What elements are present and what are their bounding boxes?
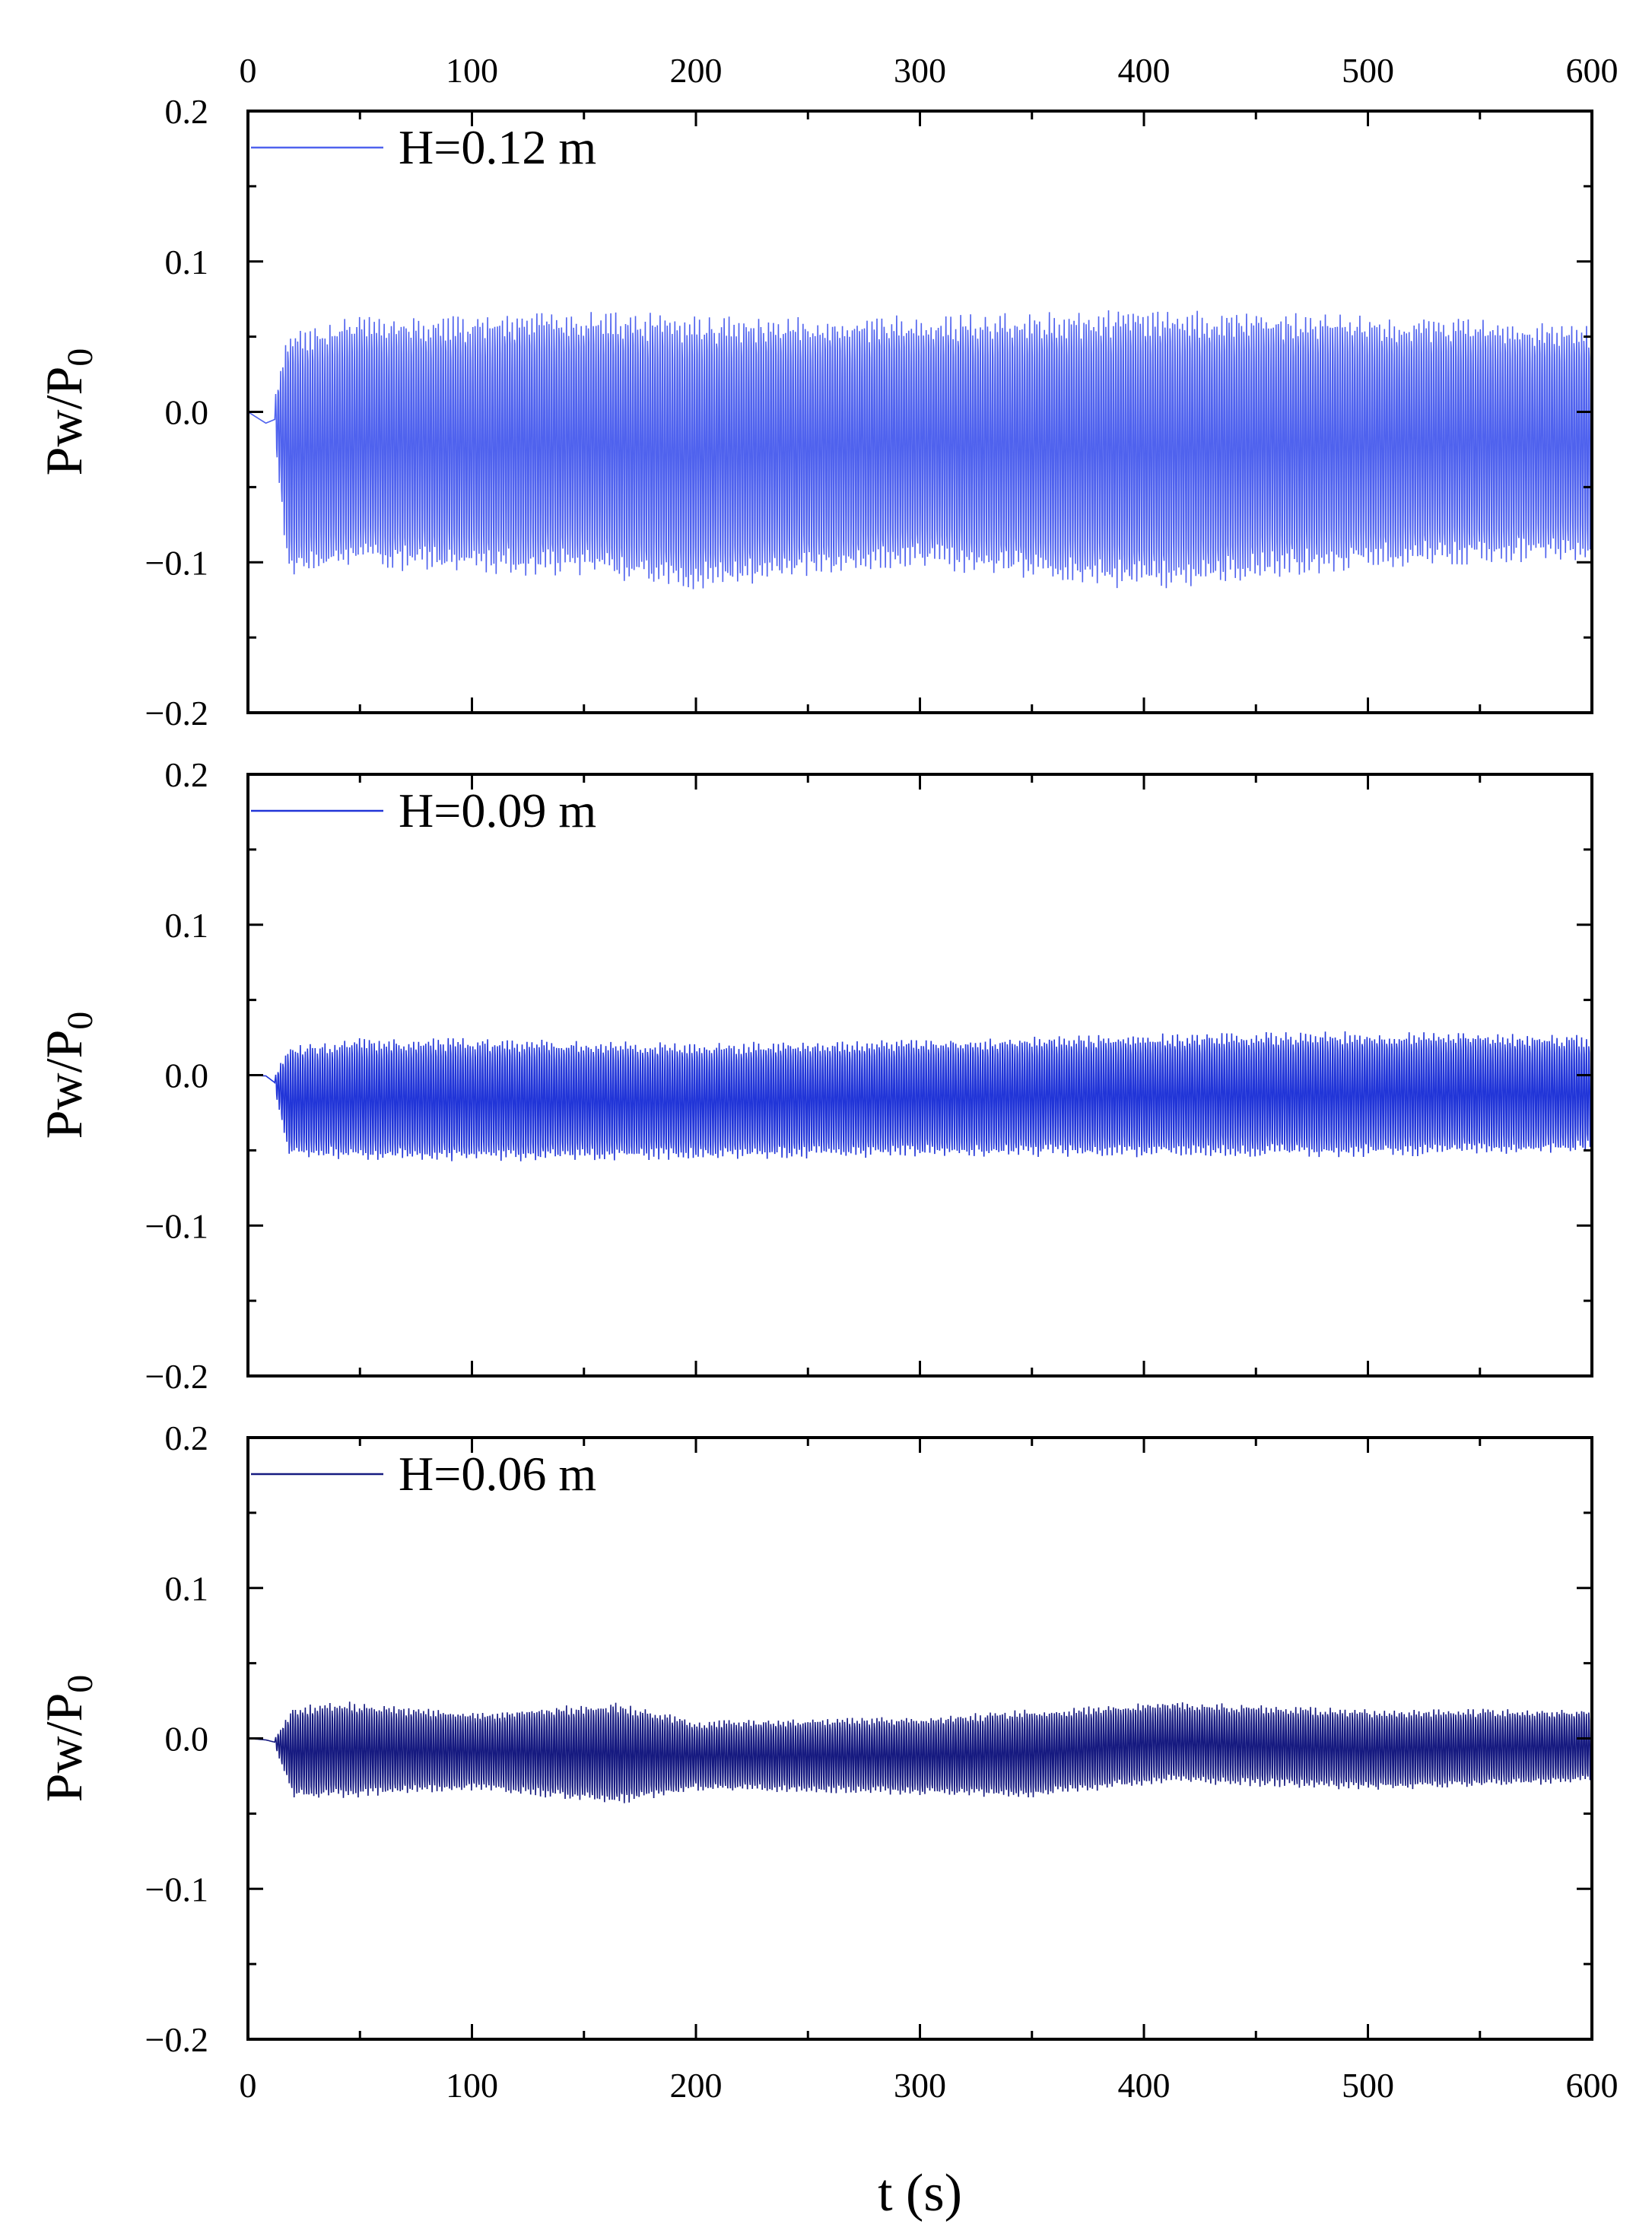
y-tick-label: 0.2: [165, 755, 209, 794]
y-tick-label: 0.2: [165, 92, 209, 131]
y-tick-label: −0.2: [145, 694, 208, 732]
y-tick-label: 0.1: [165, 1569, 209, 1608]
y-tick-label: 0.0: [165, 1720, 209, 1759]
x-tick-label: 500: [1342, 51, 1394, 90]
x-tick-label: 200: [670, 2066, 723, 2105]
y-tick-label: −0.1: [145, 543, 208, 582]
x-tick-label: 300: [894, 51, 946, 90]
panel-top: H=0.12 m 0.2 0.1 0.0 −0.1 −0.2 0 100 200 300 400 50…: [35, 51, 1619, 732]
y-axis-title: Pw/P0: [35, 1675, 100, 1803]
x-tick-label: 400: [1118, 2066, 1171, 2105]
x-tick-label: 0: [240, 51, 257, 90]
x-tick-label: 100: [446, 51, 498, 90]
y-tick-label: 0.2: [165, 1419, 209, 1457]
y-tick-label: −0.1: [145, 1870, 208, 1908]
x-tick-label: 400: [1118, 51, 1171, 90]
series-line-bottom: [248, 1702, 1592, 1803]
legend-label-middle: H=0.09 m: [399, 783, 596, 837]
y-tick-label: −0.2: [145, 1357, 208, 1396]
series-line-top: [248, 310, 1592, 589]
panel-middle: H=0.09 m 0.2 0.1 0.0 −0.1 −0.2 Pw/P0: [35, 755, 1593, 1396]
series-line-middle: [248, 1031, 1592, 1161]
y-tick-label: −0.2: [145, 2020, 208, 2059]
y-axis-title: Pw/P0: [35, 348, 100, 476]
y-tick-label: −0.1: [145, 1206, 208, 1245]
y-axis-title: Pw/P0: [35, 1012, 100, 1139]
y-tick-label: 0.0: [165, 1057, 209, 1095]
x-tick-label: 0: [240, 2066, 257, 2105]
x-axis-title: t (s): [878, 2164, 962, 2223]
x-tick-label: 200: [670, 51, 723, 90]
x-tick-label: 100: [446, 2066, 498, 2105]
y-tick-label: 0.1: [165, 243, 209, 281]
x-tick-label: 600: [1566, 51, 1619, 90]
y-tick-label: 0.0: [165, 393, 209, 432]
legend-label-top: H=0.12 m: [399, 120, 596, 174]
panel-bottom: H=0.06 m 0.2 0.1 0.0 −0.1 −0.2 0 100 200 300 400 50…: [35, 1419, 1619, 2223]
legend-label-bottom: H=0.06 m: [399, 1447, 596, 1501]
x-tick-label: 500: [1342, 2066, 1394, 2105]
y-tick-label: 0.1: [165, 906, 209, 945]
x-tick-label: 600: [1566, 2066, 1619, 2105]
x-tick-label: 300: [894, 2066, 946, 2105]
